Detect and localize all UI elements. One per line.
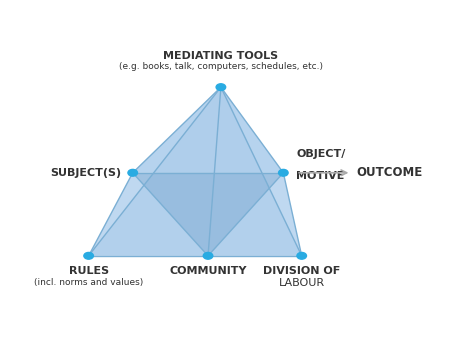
Text: MEDIATING TOOLS: MEDIATING TOOLS: [164, 51, 278, 61]
Text: OUTCOME: OUTCOME: [357, 166, 423, 179]
Circle shape: [128, 170, 137, 176]
Text: (incl. norms and values): (incl. norms and values): [34, 278, 143, 287]
Text: LABOUR: LABOUR: [279, 278, 325, 288]
Circle shape: [279, 170, 288, 176]
Polygon shape: [89, 87, 301, 256]
Text: DIVISION OF: DIVISION OF: [263, 266, 340, 276]
Circle shape: [84, 252, 93, 259]
Circle shape: [297, 252, 307, 259]
Text: MOTIVE: MOTIVE: [296, 171, 345, 181]
Text: (e.g. books, talk, computers, schedules, etc.): (e.g. books, talk, computers, schedules,…: [119, 62, 323, 71]
Text: OBJECT/: OBJECT/: [296, 149, 346, 159]
Circle shape: [216, 84, 226, 91]
Text: RULES: RULES: [69, 266, 109, 276]
Text: COMMUNITY: COMMUNITY: [169, 266, 247, 276]
Circle shape: [203, 252, 213, 259]
Text: SUBJECT(S): SUBJECT(S): [51, 168, 122, 178]
Polygon shape: [133, 173, 283, 256]
Polygon shape: [89, 173, 208, 256]
Polygon shape: [133, 87, 283, 173]
Polygon shape: [208, 173, 301, 256]
